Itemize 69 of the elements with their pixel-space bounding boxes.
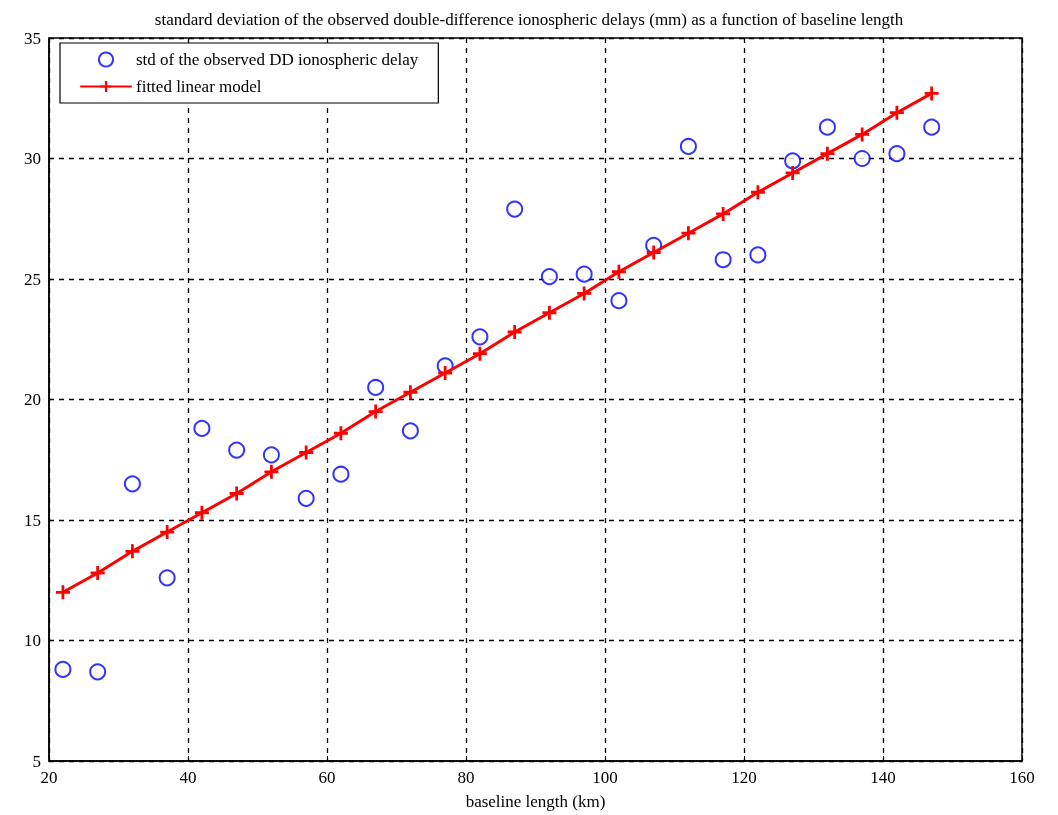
x-tick-label: 160 xyxy=(1009,768,1035,787)
point xyxy=(125,544,140,559)
x-tick-label: 40 xyxy=(179,768,197,787)
point xyxy=(611,264,626,279)
point xyxy=(820,146,835,161)
point xyxy=(471,328,489,346)
point xyxy=(784,152,802,170)
point xyxy=(367,378,385,396)
y-tick-label: 5 xyxy=(32,751,41,771)
point xyxy=(90,566,105,581)
point xyxy=(853,150,871,167)
point xyxy=(472,346,487,361)
point xyxy=(333,426,348,441)
x-tick-label: 80 xyxy=(457,768,475,787)
legend-label: fitted linear model xyxy=(136,77,262,96)
point xyxy=(299,445,314,460)
point xyxy=(229,486,244,501)
point xyxy=(368,404,383,419)
point xyxy=(264,464,279,479)
point xyxy=(646,245,661,260)
point xyxy=(888,145,906,163)
x-tick-label: 60 xyxy=(318,768,336,787)
point xyxy=(332,465,350,483)
x-tick-label: 140 xyxy=(870,768,896,787)
point xyxy=(540,268,558,286)
y-tick-label: 15 xyxy=(24,510,41,530)
point xyxy=(54,660,72,678)
point xyxy=(785,165,800,180)
point xyxy=(750,185,765,200)
point xyxy=(401,422,419,440)
point xyxy=(577,286,592,301)
y-tick-label: 25 xyxy=(24,269,41,289)
x-tick-label: 120 xyxy=(731,768,757,787)
point xyxy=(855,127,870,142)
point xyxy=(749,246,767,264)
point xyxy=(194,505,209,520)
point xyxy=(679,137,697,155)
point xyxy=(193,419,211,437)
point xyxy=(123,475,141,493)
point xyxy=(506,200,524,218)
point xyxy=(575,265,593,283)
point xyxy=(923,118,941,136)
y-tick-label: 35 xyxy=(24,28,41,48)
point xyxy=(55,585,70,600)
point xyxy=(89,663,107,681)
x-tick-label: 100 xyxy=(592,768,618,787)
point xyxy=(610,292,628,310)
y-tick-label: 30 xyxy=(24,149,41,168)
point xyxy=(403,385,418,400)
y-tick-label: 10 xyxy=(24,631,41,650)
point xyxy=(889,105,904,120)
point xyxy=(714,251,732,269)
x-axis-title: baseline length (km) xyxy=(465,792,606,811)
point xyxy=(924,86,939,101)
point xyxy=(716,206,731,221)
point xyxy=(542,305,557,320)
point xyxy=(507,325,522,340)
point xyxy=(438,365,453,380)
point xyxy=(681,226,696,241)
point xyxy=(228,441,246,459)
legend-label: std of the observed DD ionospheric delay xyxy=(136,50,419,69)
point xyxy=(158,569,176,587)
point xyxy=(262,446,280,464)
point xyxy=(818,118,836,136)
chart-title: standard deviation of the observed double-difference ionospheric delays (mm) as a function of baseline length xyxy=(154,10,904,29)
point xyxy=(297,489,315,507)
x-tick-label: 20 xyxy=(40,768,58,787)
y-tick-label: 20 xyxy=(24,390,41,409)
point xyxy=(160,525,175,540)
